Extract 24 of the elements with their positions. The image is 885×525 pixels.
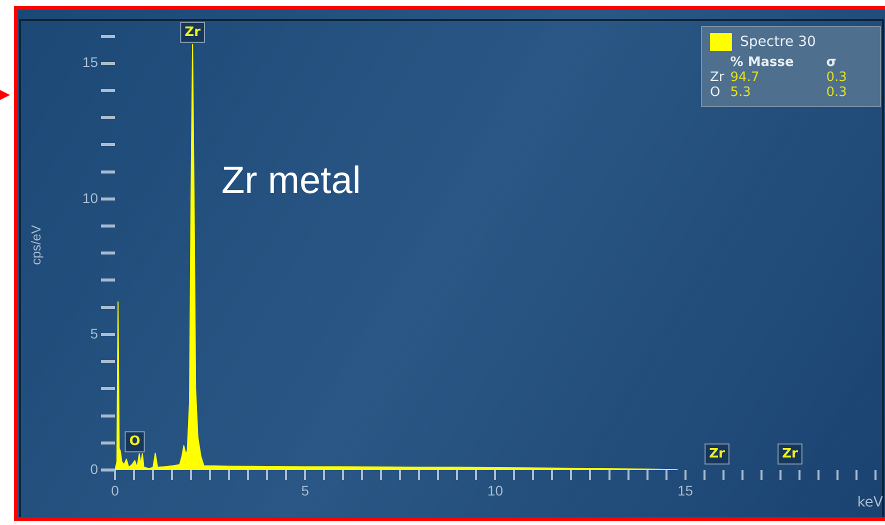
annotation: O	[129, 434, 140, 450]
annotation: O	[710, 85, 722, 100]
x-tick-label: 10	[487, 482, 504, 498]
x-axis-title: keV	[857, 494, 884, 511]
annotation: 5.3	[730, 85, 752, 100]
annotation: 94.7	[730, 70, 760, 85]
annotation: Zr	[184, 24, 202, 40]
annotation: Zr metal	[221, 160, 361, 203]
x-tick-label: 5	[301, 482, 310, 498]
y-tick-label: 5	[90, 325, 98, 342]
y-tick-label: 15	[82, 54, 98, 70]
annotation: % Masse	[730, 55, 795, 70]
annotation: Zr	[710, 70, 726, 85]
y-tick-label: 0	[90, 460, 98, 477]
annotation: 0.3	[826, 85, 848, 100]
annotation: σ	[826, 55, 838, 70]
annotation: Zr	[709, 446, 726, 462]
y-tick-label: 10	[82, 190, 98, 206]
annotation: 0.3	[826, 70, 848, 85]
x-tick-label: 15	[678, 482, 694, 498]
x-tick-label: 0	[111, 482, 120, 498]
annotation: Zr	[782, 446, 799, 462]
legend-label: Spectre 30	[740, 34, 816, 50]
y-axis-title: cps/eV	[28, 224, 44, 265]
